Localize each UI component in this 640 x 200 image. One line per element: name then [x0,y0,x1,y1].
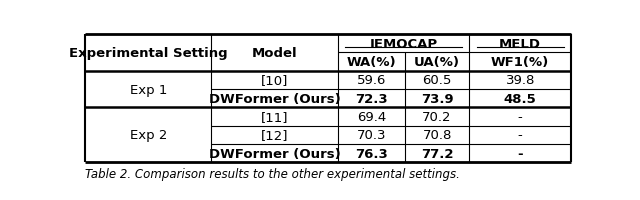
Text: 60.5: 60.5 [422,74,452,87]
Text: 59.6: 59.6 [356,74,386,87]
Text: Model: Model [252,47,298,60]
Text: Table 2. Comparison results to the other experimental settings.: Table 2. Comparison results to the other… [85,167,460,180]
Text: 70.2: 70.2 [422,110,452,123]
Text: 48.5: 48.5 [504,92,536,105]
Text: -: - [518,129,523,142]
Text: [11]: [11] [261,110,289,123]
Text: MELD: MELD [499,37,541,50]
Text: 77.2: 77.2 [421,147,453,160]
Text: WF1(%): WF1(%) [491,56,549,69]
Text: [12]: [12] [261,129,289,142]
Text: DWFormer (Ours): DWFormer (Ours) [209,92,340,105]
Text: 70.3: 70.3 [356,129,386,142]
Text: [10]: [10] [261,74,289,87]
Text: WA(%): WA(%) [347,56,396,69]
Text: DWFormer (Ours): DWFormer (Ours) [209,147,340,160]
Text: 72.3: 72.3 [355,92,388,105]
Text: 76.3: 76.3 [355,147,388,160]
Text: IEMOCAP: IEMOCAP [369,37,438,50]
Text: Exp 2: Exp 2 [129,129,167,142]
Text: 70.8: 70.8 [422,129,452,142]
Text: -: - [517,147,523,160]
Text: UA(%): UA(%) [414,56,460,69]
Text: Exp 1: Exp 1 [129,83,167,96]
Text: Experimental Setting: Experimental Setting [69,47,227,60]
Text: 73.9: 73.9 [421,92,453,105]
Text: 69.4: 69.4 [356,110,386,123]
Text: -: - [518,110,523,123]
Text: 39.8: 39.8 [506,74,535,87]
